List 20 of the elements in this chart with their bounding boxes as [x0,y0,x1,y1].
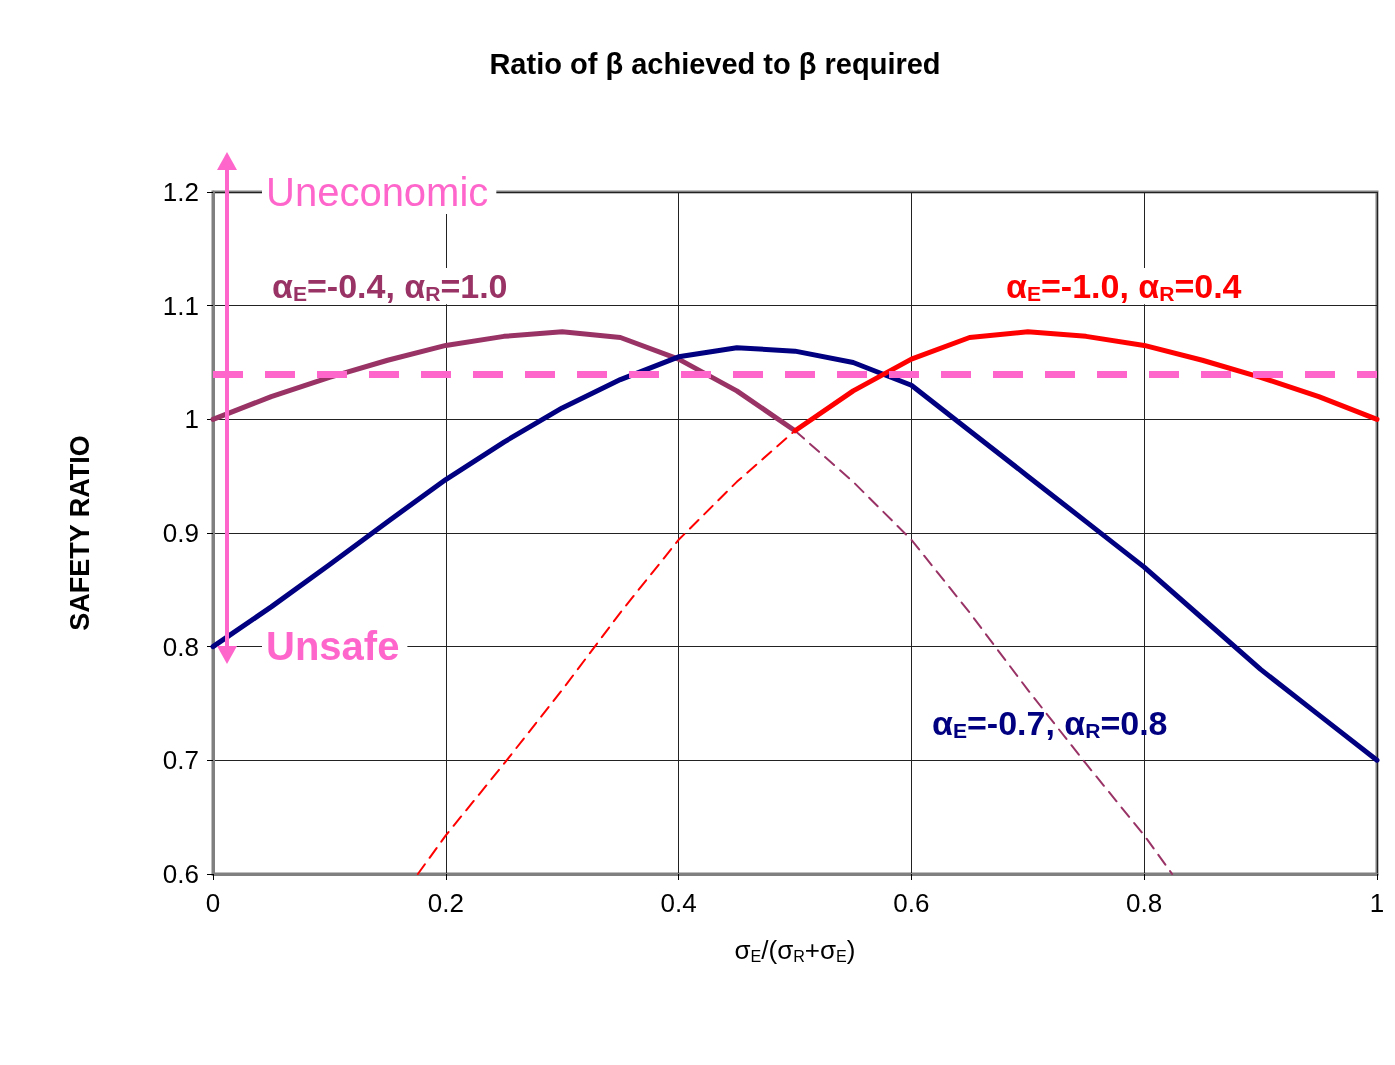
y-tick-label: 0.9 [162,518,199,548]
x-tick-label: 0 [205,888,221,918]
chart-title: Ratio of β achieved to β required [489,47,941,80]
annotation: Unsafe [266,624,400,668]
series-label: αE=-1.0, αR=0.4 [1006,267,1242,306]
x-tick-label: 0.4 [660,888,697,918]
x-tick-label: 0.2 [427,888,464,918]
y-tick-label: 1 [184,404,199,435]
y-tick-label: 1.1 [162,290,199,321]
x-tick-label: 0.8 [1126,888,1163,918]
y-tick-label: 0.8 [162,631,199,662]
y-axis-title: SAFETY RATIO [64,435,95,631]
x-tick-label: 1 [1369,888,1385,918]
annotation: Uneconomic [266,170,489,214]
x-axis-title: σE/(σR+σE) [734,934,856,965]
y-tick-label: 1.2 [162,177,199,207]
y-tick-label: 0.7 [162,745,199,776]
y-tick-label: 0.6 [162,859,199,889]
series-label: αE=-0.4, αR=1.0 [272,267,508,306]
x-tick-label: 0.6 [893,888,930,918]
